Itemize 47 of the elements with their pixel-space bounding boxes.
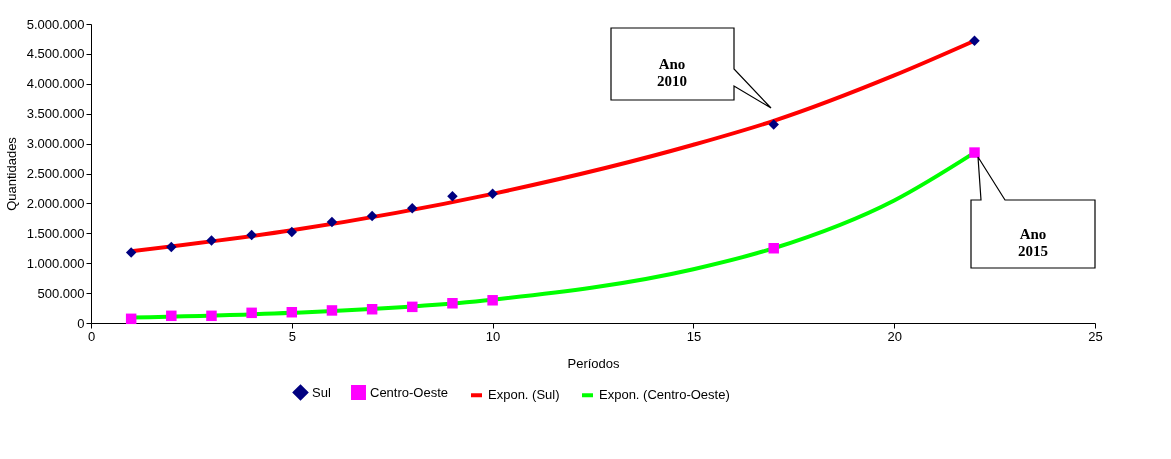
y-tick-label: 1.000.000 — [26, 255, 85, 271]
point — [286, 226, 298, 238]
point — [487, 295, 498, 306]
x-tick-label: 10 — [485, 328, 501, 344]
point — [326, 305, 338, 316]
point — [206, 235, 217, 246]
point — [969, 35, 980, 46]
point — [125, 313, 137, 325]
x-tick-label: 5 — [288, 328, 296, 344]
point — [246, 229, 257, 241]
point — [166, 241, 177, 253]
point — [447, 298, 458, 309]
point — [125, 247, 137, 258]
y-tick-label: 4.500.000 — [26, 46, 85, 62]
legend-label: Sul — [312, 384, 331, 400]
y-axis-title: Quantidades — [3, 136, 19, 211]
point — [447, 190, 458, 202]
point — [326, 216, 338, 228]
point — [407, 301, 418, 313]
y-tick-label: 4.000.000 — [26, 76, 85, 92]
x-tick-label: 15 — [686, 328, 702, 344]
legend-label: Expon. (Centro-Oeste) — [599, 387, 730, 403]
legend-label: Expon. (Sul) — [488, 387, 560, 403]
point — [487, 188, 498, 200]
x-tick-label: 0 — [87, 328, 96, 344]
y-tick-label: 2.500.000 — [26, 166, 85, 181]
y-tick-label: 2.000.000 — [26, 195, 85, 211]
y-tick-label: 3.000.000 — [26, 136, 85, 152]
point — [366, 304, 378, 315]
x-tick-label: 20 — [887, 328, 902, 344]
point — [969, 147, 980, 158]
point — [366, 210, 378, 222]
y-tick-label: 500.000 — [37, 285, 85, 301]
point — [206, 310, 217, 322]
y-tick-label: 5.000.000 — [26, 16, 85, 32]
point — [166, 310, 177, 322]
x-axis-title: Períodos — [567, 355, 621, 371]
x-tick-label: 25 — [1088, 328, 1103, 344]
point — [286, 306, 298, 318]
point — [246, 307, 257, 319]
y-tick-label: 1.500.000 — [26, 225, 85, 241]
point — [407, 202, 418, 214]
y-tick-label: 0 — [77, 315, 85, 331]
y-tick-label: 3.500.000 — [26, 106, 85, 122]
legend-label: Centro-Oeste — [370, 384, 449, 400]
point — [768, 243, 779, 254]
point — [768, 119, 779, 130]
